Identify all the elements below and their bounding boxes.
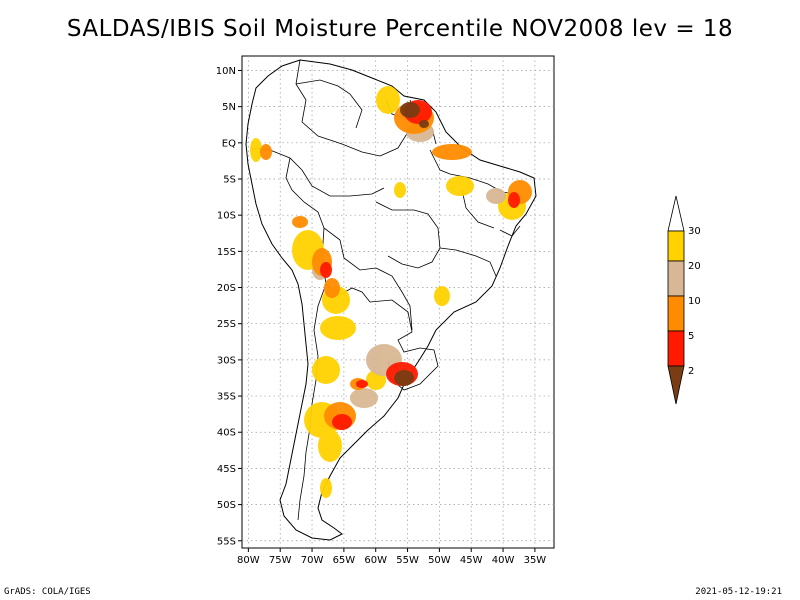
colorbar-segment-10 [667, 295, 685, 332]
lat-label: 50S [217, 500, 236, 511]
footer-timestamp: 2021-05-12-19:21 [695, 587, 782, 597]
lat-label: 45S [217, 464, 236, 475]
colorbar-segment-20 [667, 260, 685, 297]
map-title: SALDAS/IBIS Soil Moisture Percentile NOV… [66, 16, 734, 42]
lat-label: 10N [216, 66, 236, 77]
colorbar-segment-5 [667, 330, 685, 367]
lon-label: 75W [269, 555, 292, 566]
colorbar-label-10: 10 [688, 296, 701, 307]
lat-label: 20S [217, 283, 236, 294]
colorbar-label-5: 5 [688, 331, 694, 342]
lat-label: 25S [217, 319, 236, 330]
lat-label: 5N [222, 102, 236, 113]
lat-label: EQ [222, 138, 236, 149]
country-borders [251, 59, 521, 521]
category-2 [394, 102, 429, 386]
colorbar-label-30: 30 [688, 226, 701, 237]
colorbar-bottom-triangle [667, 365, 685, 405]
graticule [242, 56, 554, 548]
lon-label: 60W [364, 555, 387, 566]
lat-label: 40S [217, 428, 236, 439]
lat-label: 35S [217, 392, 236, 403]
lon-label: 35W [524, 555, 547, 566]
colorbar-segment-30 [667, 230, 685, 262]
lat-label: 5S [223, 175, 236, 186]
lon-label: 45W [460, 555, 483, 566]
lat-label: 10S [217, 211, 236, 222]
map-frame [241, 55, 555, 549]
lon-label: 70W [301, 555, 324, 566]
lon-label: 40W [492, 555, 515, 566]
lat-label: 30S [217, 355, 236, 366]
colorbar-label-20: 20 [688, 261, 701, 272]
colorbar-top-triangle [667, 195, 685, 232]
lon-label: 80W [237, 555, 260, 566]
colorbar-label-2: 2 [688, 366, 694, 377]
lon-label: 50W [428, 555, 451, 566]
data-overlay [245, 59, 537, 541]
lon-label: 65W [333, 555, 356, 566]
footer-grads: GrADS: COLA/IGES [4, 587, 91, 597]
lat-label: 55S [217, 536, 236, 547]
lon-label: 55W [396, 555, 419, 566]
continent-outline [245, 59, 537, 541]
colorbar: 30 20 10 5 2 [667, 195, 701, 405]
lat-label: 15S [217, 247, 236, 258]
